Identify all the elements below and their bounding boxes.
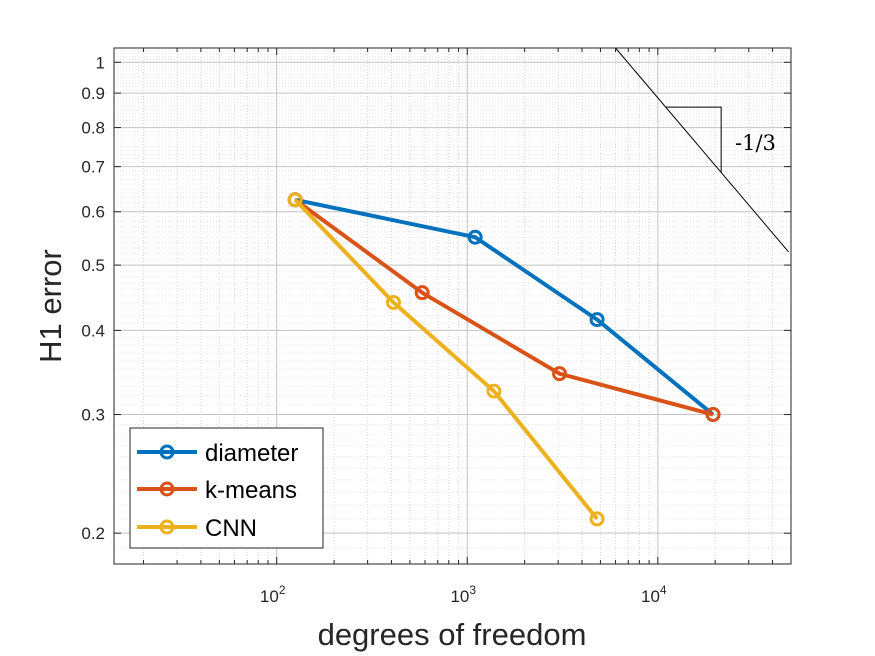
y-tick-label: 0.8 [81,119,105,138]
y-tick-label: 0.5 [81,256,105,275]
axes-box [113,47,792,565]
x-tick-label: 104 [641,583,667,606]
data-point-cnn [385,294,401,310]
legend-entry-diameter: diameter [137,440,298,467]
data-point-cnn [486,383,502,399]
x-axis-label: degrees of freedom [318,617,587,652]
legend-marker-k-means [159,481,175,497]
series-line-diameter [294,197,715,417]
series-layer [287,192,721,527]
legend-marker-diameter [159,444,175,460]
legend-entry-k-means: k-means [137,477,297,504]
data-point-diameter [589,312,605,328]
data-point-cnn [589,511,605,527]
axis-ticks: 102 103 104 0.2 0.3 0.4 0.5 0.6 0.7 0.8 0.9 1 [81,48,791,606]
y-tick-label: 0.2 [81,524,105,543]
data-point-k-means [705,407,721,423]
reference-line [615,47,789,253]
series-line-cnn [293,198,599,521]
legend[interactable]: diameter k-means CNN [129,427,324,549]
y-tick-label: 0.4 [81,321,105,340]
data-point-cnn [287,192,303,208]
legend-label-k-means: k-means [205,477,297,504]
data-point-k-means [414,285,430,301]
y-tick-label: 0.7 [81,158,105,177]
legend-label-diameter: diameter [205,440,298,467]
slope-triangle [665,106,722,173]
y-tick-label: 1 [96,53,105,72]
data-point-k-means [552,366,568,382]
x-tick-label: 102 [260,583,286,606]
y-axis-label: H1 error [33,249,68,363]
x-tick-label: 103 [450,583,476,606]
legend-label-cnn: CNN [205,515,257,542]
reference-slope: -1/3 [615,47,789,253]
y-tick-label: 0.3 [81,406,105,425]
slope-label: -1/3 [735,131,776,155]
data-point-diameter [467,229,483,245]
y-tick-label: 0.9 [81,84,105,103]
series-line-k-means [293,198,714,417]
y-tick-label: 0.6 [81,203,105,222]
legend-entry-cnn: CNN [137,515,257,542]
legend-marker-cnn [159,519,175,535]
